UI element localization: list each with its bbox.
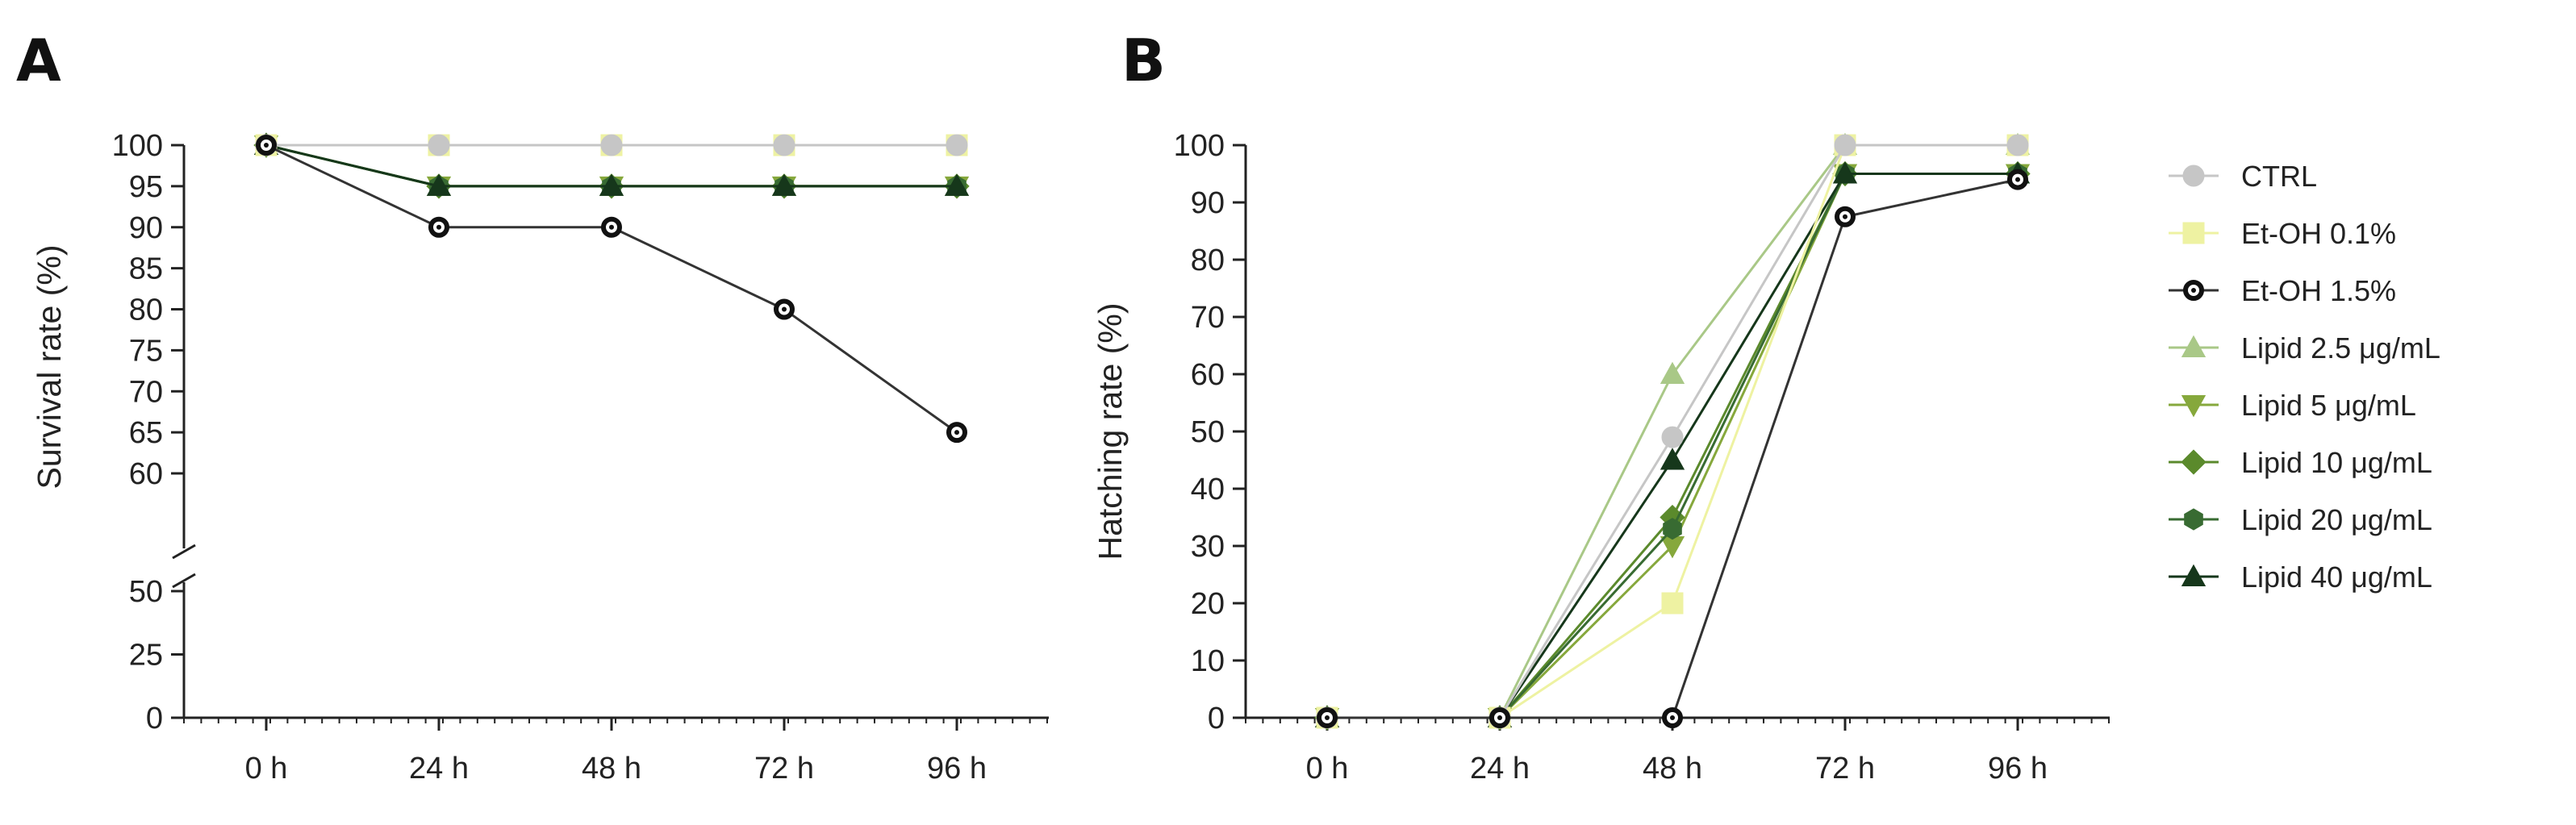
hatching-point (1661, 426, 1684, 448)
legend-marker (2181, 564, 2207, 586)
survival-series-ctrl (255, 134, 968, 156)
hatching-point (2006, 134, 2029, 156)
legend-label: CTRL (2241, 160, 2317, 193)
legend-item-lipid-20-g-ml: Lipid 20 μg/mL (2169, 503, 2432, 536)
survival-point (599, 173, 624, 196)
survival-y-axis-title: Survival rate (%) (31, 244, 68, 489)
survival-point (601, 216, 622, 238)
hatching-x-tick-label: 0 h (1306, 752, 1349, 785)
legend-label: Lipid 10 μg/mL (2241, 446, 2432, 479)
hatching-y-tick-label: 80 (1191, 244, 1225, 277)
legend-label: Lipid 20 μg/mL (2241, 503, 2432, 536)
hatching-x-tick-label: 72 h (1815, 752, 1875, 785)
legend-label: Et-OH 1.5% (2241, 274, 2396, 307)
hatching-x-tick-label: 24 h (1470, 752, 1530, 785)
survival-y-tick-label: 80 (129, 294, 163, 327)
legend-label: Lipid 40 μg/mL (2241, 560, 2432, 594)
survival-y-tick-label: 100 (112, 129, 163, 163)
survival-x-tick-label: 48 h (582, 752, 641, 785)
survival-y-tick-label: 70 (129, 375, 163, 409)
hatching-point (1660, 448, 1685, 470)
hatching-chart: Hatching rate (%) 0 10 20 30 40 50 60 70 80 90 100… (1092, 129, 2110, 785)
hatching-series-et-oh-1-5 (1317, 169, 2028, 728)
hatching-y-axis-title: Hatching rate (%) (1092, 302, 1129, 560)
hatching-y-tick-label: 30 (1191, 530, 1225, 564)
survival-y-tick-label: 95 (129, 170, 163, 204)
legend-marker (2183, 280, 2204, 301)
survival-y-tick-label: 25 (129, 639, 163, 673)
survival-point (256, 135, 277, 156)
legend-label: Lipid 5 μg/mL (2241, 389, 2416, 422)
legend-item-lipid-5-g-ml: Lipid 5 μg/mL (2169, 389, 2416, 422)
survival-point (426, 173, 452, 196)
hatching-point (1662, 707, 1683, 728)
hatching-y-tick-label: 100 (1174, 129, 1225, 163)
survival-x-tick-label: 96 h (927, 752, 987, 785)
legend-marker (2184, 508, 2203, 531)
hatching-point (1832, 161, 1858, 184)
hatching-x-tick-label: 96 h (1988, 752, 2048, 785)
hatching-x-tick-label: 48 h (1643, 752, 1702, 785)
legend: CTRL Et-OH 0.1% Et-OH 1.5% Lipid 2.5 μg/mL L… (2169, 160, 2440, 594)
legend-marker (2181, 449, 2207, 475)
hatching-y-tick-label: 40 (1191, 473, 1225, 506)
survival-y-tick-label: 90 (129, 211, 163, 245)
survival-y-tick-label: 85 (129, 252, 163, 286)
hatching-y-tick-label: 90 (1191, 186, 1225, 220)
legend-marker (2182, 165, 2205, 187)
survival-y-tick-label: 50 (129, 575, 163, 609)
hatching-point (1834, 134, 1856, 156)
hatching-point (2007, 169, 2028, 190)
legend-marker (2181, 335, 2207, 357)
survival-y-tick-label: 60 (129, 457, 163, 491)
survival-y-tick-label: 65 (129, 416, 163, 450)
survival-point (771, 173, 797, 196)
survival-point (944, 173, 970, 196)
legend-item-et-oh-1-5: Et-OH 1.5% (2169, 274, 2396, 307)
survival-series-et-oh-1-5 (256, 135, 967, 444)
hatching-point (1663, 518, 1682, 540)
survival-point (946, 422, 967, 444)
hatching-y-tick-label: 0 (1208, 702, 1225, 735)
survival-x-tick-label: 0 h (245, 752, 288, 785)
legend-marker (2181, 395, 2207, 418)
survival-point (428, 134, 450, 156)
legend-item-ctrl: CTRL (2169, 160, 2317, 193)
hatching-point (1661, 592, 1684, 615)
panel-b-label: B (1121, 27, 1166, 94)
panel-a-label: A (16, 27, 61, 94)
survival-point (774, 298, 795, 320)
survival-x-tick-label: 72 h (754, 752, 814, 785)
hatching-point (1489, 707, 1510, 728)
legend-item-lipid-40-g-ml: Lipid 40 μg/mL (2169, 560, 2432, 594)
survival-y-tick-label: 0 (146, 702, 163, 735)
survival-y-tick-label: 75 (129, 334, 163, 368)
legend-item-lipid-10-g-ml: Lipid 10 μg/mL (2169, 446, 2432, 479)
survival-point (600, 134, 623, 156)
hatching-y-tick-label: 10 (1191, 644, 1225, 678)
hatching-y-tick-label: 70 (1191, 301, 1225, 335)
legend-item-et-oh-0-1: Et-OH 0.1% (2169, 217, 2396, 250)
survival-point (773, 134, 795, 156)
survival-chart: Survival rate (%) 60 65 70 75 80 85 90 95 100 0 25… (31, 129, 1049, 785)
hatching-series-ctrl (1316, 134, 2029, 729)
survival-point (428, 216, 449, 238)
hatching-point (1835, 206, 1856, 227)
axis-break-mark (172, 544, 196, 560)
legend-label: Et-OH 0.1% (2241, 217, 2396, 250)
hatching-y-tick-label: 20 (1191, 587, 1225, 621)
legend-marker (2182, 222, 2205, 244)
axis-break-mark (172, 573, 196, 589)
hatching-point (1660, 361, 1685, 384)
hatching-y-tick-label: 50 (1191, 415, 1225, 449)
survival-x-tick-label: 24 h (409, 752, 469, 785)
legend-label: Lipid 2.5 μg/mL (2241, 331, 2440, 365)
hatching-point (1317, 707, 1338, 728)
legend-item-lipid-2-5-g-ml: Lipid 2.5 μg/mL (2169, 331, 2440, 365)
hatching-y-tick-label: 60 (1191, 358, 1225, 392)
survival-point (946, 134, 968, 156)
